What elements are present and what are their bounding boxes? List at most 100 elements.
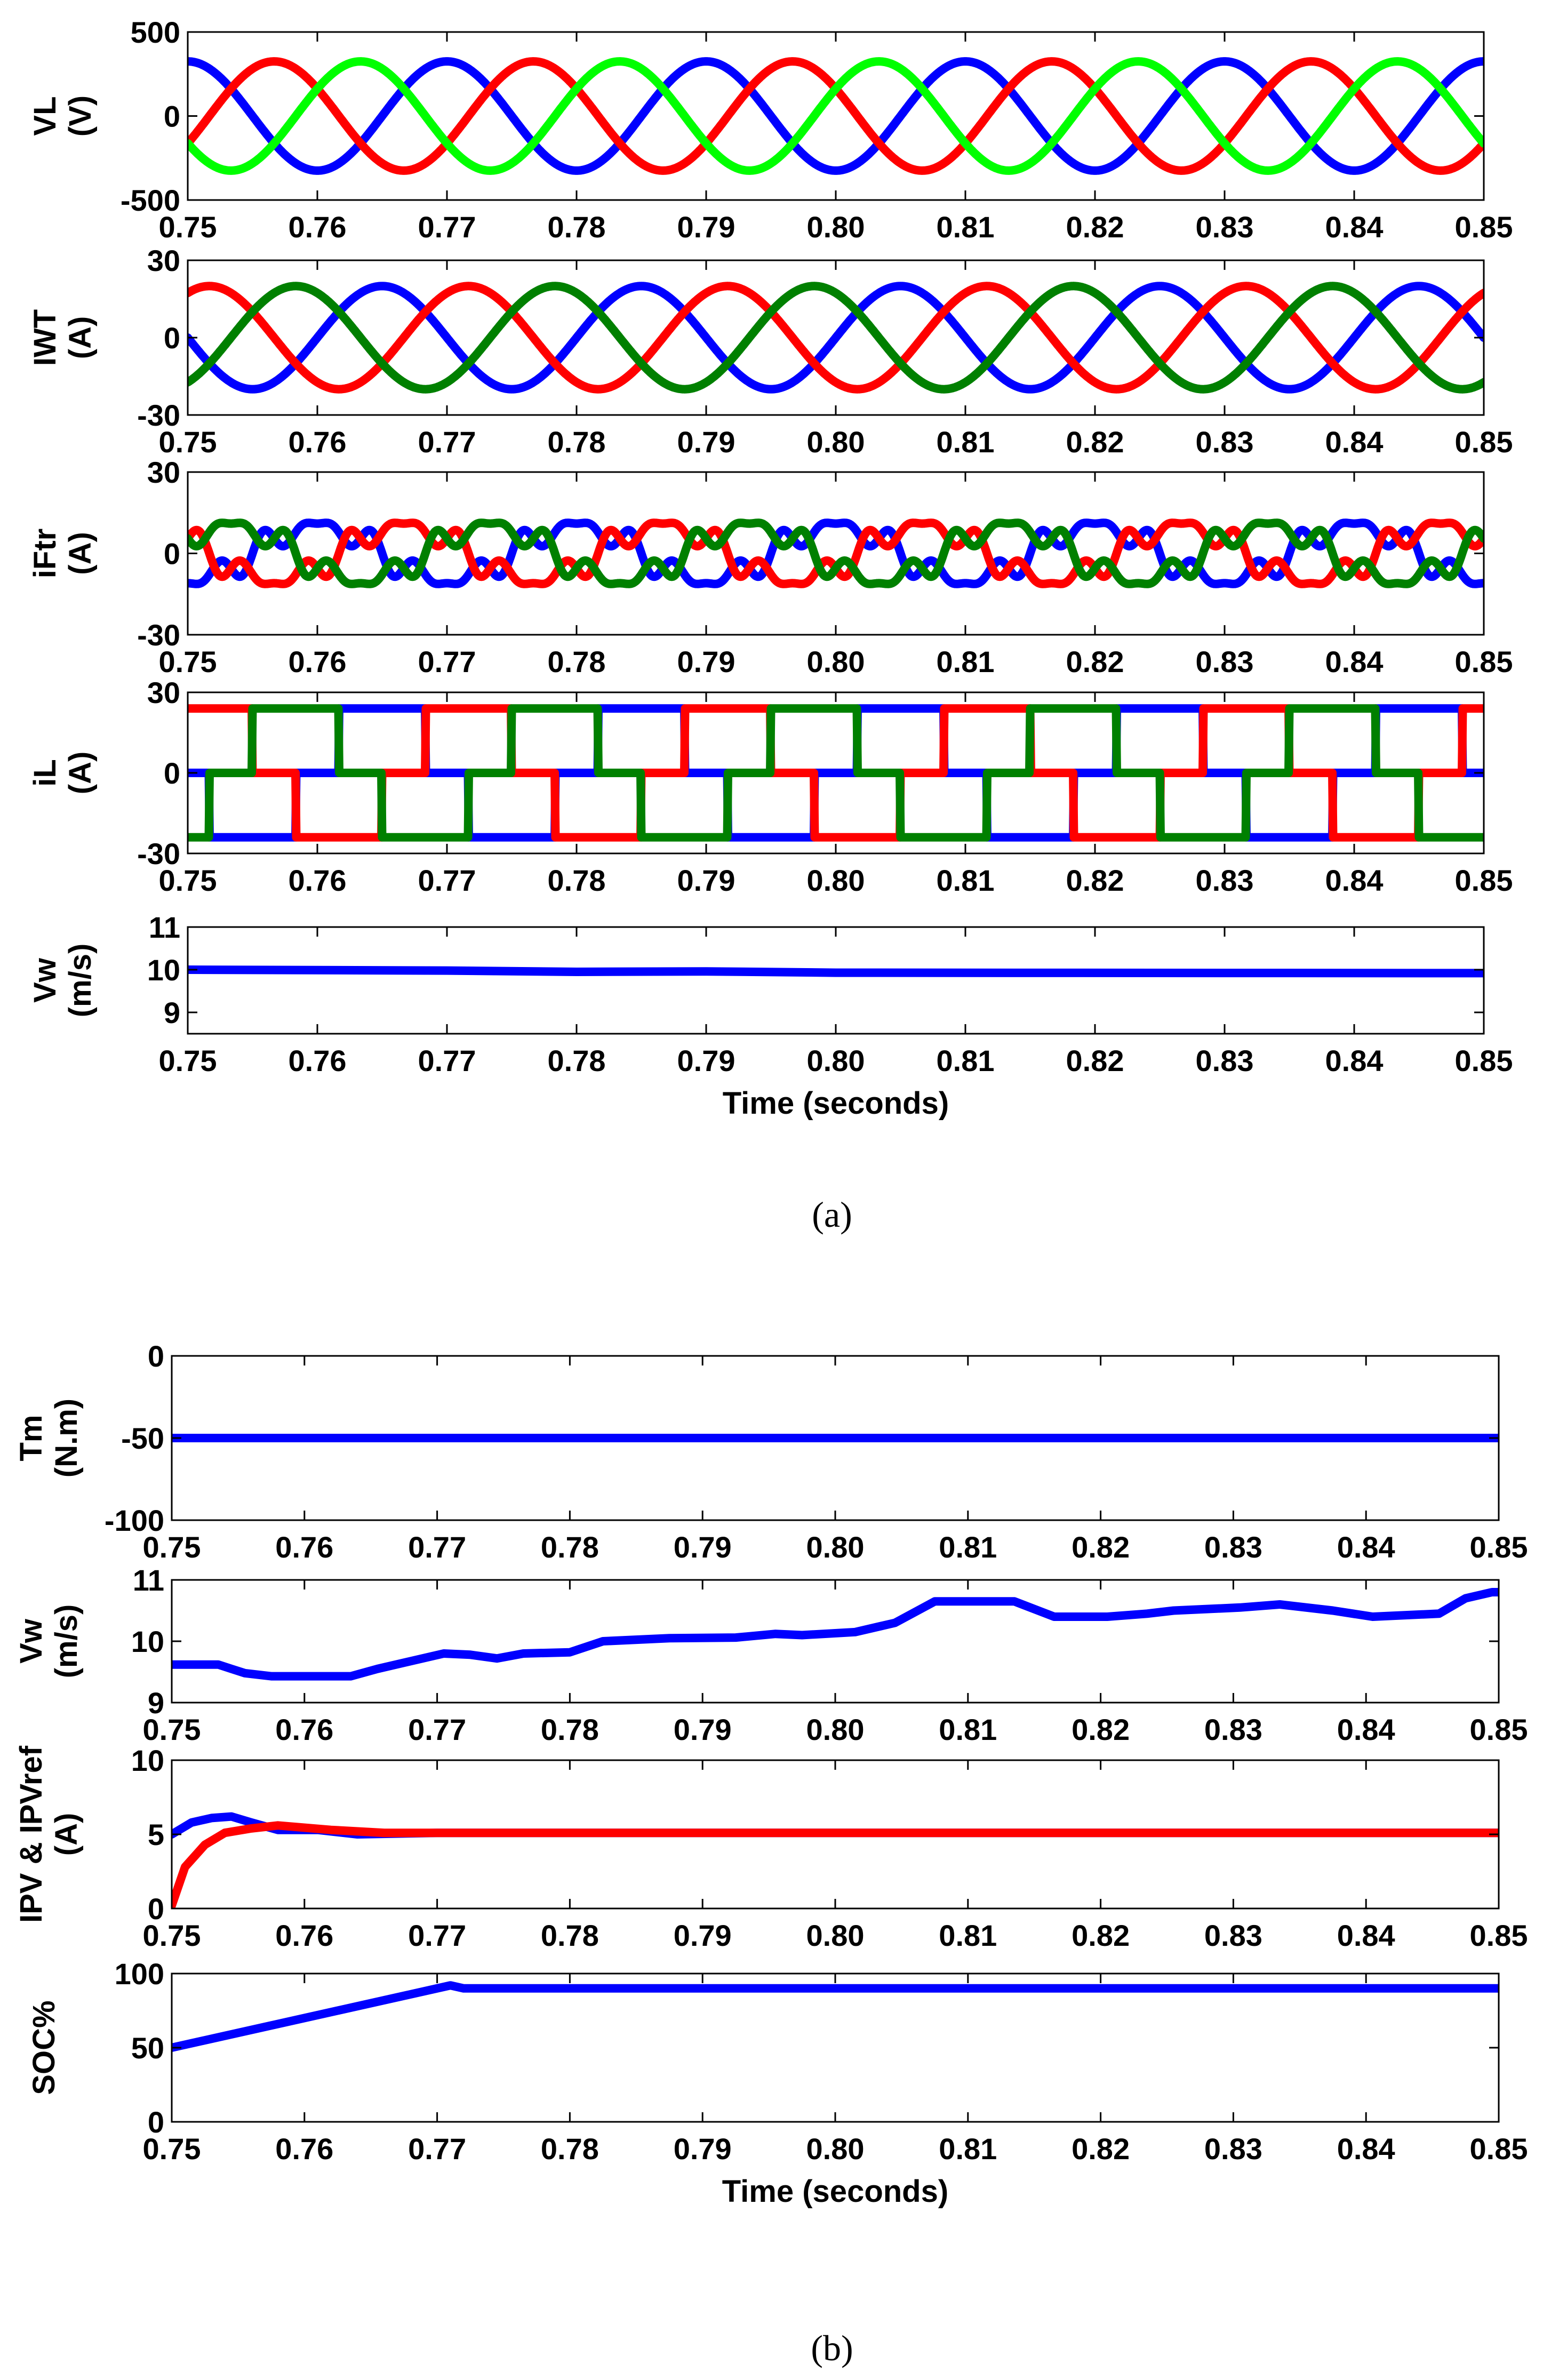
y-tick-label: 11 (133, 1563, 164, 1597)
y-tick-label: 10 (131, 1744, 164, 1777)
y-tick-label: -50 (121, 1421, 164, 1455)
y-tick-label: 100 (115, 1957, 164, 1991)
series-line-state-of-charge (172, 1981, 1499, 2052)
y-tick-label: 50 (131, 2031, 164, 2065)
x-tick-label: 0.85 (1455, 864, 1513, 897)
x-tick-label: 0.82 (1072, 1919, 1130, 1952)
y-tick-label: 10 (131, 1625, 164, 1658)
panel-b-soc: 100 50 00.75 0.76 0.77 0.78 0.79 0.80 0.81 0.82 0.… (27, 1957, 1528, 2209)
series-line-wind-speed (172, 1588, 1499, 1681)
x-tick-label: 0.79 (677, 425, 735, 459)
x-tick-label: 0.83 (1196, 645, 1254, 678)
y-tick-label: 0 (148, 2105, 164, 2139)
series-group (188, 282, 1484, 394)
x-tick-label: 0.75 (143, 1713, 201, 1746)
x-tick-label: 0.77 (418, 425, 476, 459)
x-tick-label: 0.78 (541, 1713, 599, 1746)
y-tick-label: 500 (131, 15, 180, 49)
y-axis-label-line: (N.m) (49, 1399, 84, 1477)
x-tick-label: 0.80 (806, 2132, 865, 2166)
x-tick-label: 0.76 (275, 1530, 333, 1564)
x-tick-label: 0.84 (1325, 1044, 1384, 1077)
x-tick-label: 0.85 (1470, 1530, 1528, 1564)
y-axis-label-line: (V) (63, 95, 98, 137)
panel-a-vw: 11 10 9 0.75 0.76 0.77 0.78 0.79 0.80 0.81 0.82 0.8… (28, 911, 1513, 1121)
y-tick-label: 30 (147, 676, 180, 709)
x-tick-label: 0.79 (677, 210, 735, 244)
x-tick-label: 0.77 (408, 1713, 466, 1746)
y-axis-label: iL(A) (28, 752, 98, 795)
y-tick-label: 0 (148, 1892, 164, 1926)
y-axis-label: Tm(N.m) (14, 1399, 84, 1477)
y-axis-label-line: (A) (63, 752, 98, 795)
y-axis-label: VL(V) (28, 95, 98, 137)
x-tick-label: 0.85 (1455, 1044, 1513, 1077)
x-tick-label: 0.84 (1337, 1713, 1395, 1746)
x-tick-label: 0.81 (939, 1530, 997, 1564)
x-tick-label: 0.80 (806, 1530, 865, 1564)
x-tick-label: 0.85 (1455, 645, 1513, 678)
x-tick-label: 0.84 (1325, 425, 1384, 459)
panel-b-vw: 11 10 90.75 0.76 0.77 0.78 0.79 0.80 0.81 0.82 0.8… (14, 1563, 1528, 1746)
x-tick-label: 0.80 (807, 645, 865, 678)
y-axis-label-line: (A) (63, 532, 98, 575)
x-tick-label: 0.80 (807, 1044, 865, 1077)
panel-a-iftr: 30 0 -300.75 0.76 0.77 0.78 0.79 0.80 0.81 0.82 0.… (28, 456, 1513, 678)
x-tick-label: 0.75 (159, 1044, 217, 1077)
x-tick-label: 0.75 (159, 864, 217, 897)
y-tick-label: 30 (147, 456, 180, 489)
y-tick-label: 9 (164, 996, 180, 1029)
series-line-phase-green (188, 704, 1484, 842)
panel-a-il: 30 0 -300.75 0.76 0.77 0.78 0.79 0.80 0.81 0.82 0.… (28, 676, 1513, 897)
y-tick-label: -30 (137, 618, 180, 652)
y-tick-label: 30 (147, 244, 180, 277)
x-tick-label: 0.76 (275, 1919, 333, 1952)
x-tick-label: 0.83 (1204, 2132, 1262, 2166)
x-tick-label: 0.81 (939, 1919, 997, 1952)
y-tick-label: 10 (147, 953, 180, 987)
x-tick-label: 0.82 (1066, 425, 1124, 459)
y-axis-label-line: Vw (14, 1618, 49, 1664)
x-tick-label: 0.82 (1072, 1530, 1130, 1564)
x-tick-label: 0.84 (1325, 864, 1384, 897)
x-tick-label: 0.79 (674, 2132, 732, 2166)
series-line-wind-speed (188, 965, 1484, 978)
x-tick-label: 0.81 (937, 645, 995, 678)
y-tick-label: 0 (148, 1339, 164, 1373)
x-tick-label: 0.75 (159, 425, 217, 459)
y-tick-label: 0 (164, 537, 180, 571)
x-tick-label: 0.76 (275, 2132, 333, 2166)
y-axis-label-line: iL (28, 759, 62, 787)
x-tick-label: 0.82 (1066, 864, 1124, 897)
x-tick-label: 0.77 (418, 210, 476, 244)
x-tick-label: 0.83 (1196, 425, 1254, 459)
caption-b: (b) (811, 2328, 853, 2368)
x-tick-label: 0.79 (674, 1530, 732, 1564)
x-tick-label: 0.75 (143, 1530, 201, 1564)
y-axis-label-line: VL (28, 96, 62, 135)
x-tick-label: 0.80 (806, 1919, 865, 1952)
y-axis-label-line: (m/s) (63, 944, 98, 1018)
x-tick-label: 0.76 (289, 425, 347, 459)
x-tick-label: 0.83 (1204, 1530, 1262, 1564)
x-tick-label: 0.84 (1337, 1530, 1395, 1564)
y-axis-label: IPV & IPVref(A) (14, 1745, 84, 1923)
x-tick-label: 0.77 (418, 645, 476, 678)
y-axis-label: SOC% (27, 2000, 61, 2095)
y-axis-label: iFtr(A) (28, 529, 98, 578)
y-tick-label: -30 (137, 837, 180, 870)
y-axis-label-line: (A) (63, 316, 98, 360)
x-tick-label: 0.82 (1072, 1713, 1130, 1746)
series-line-phase-red (188, 282, 1484, 394)
y-tick-label: 9 (148, 1686, 164, 1720)
x-tick-label: 0.78 (548, 645, 606, 678)
x-tick-label: 0.80 (807, 864, 865, 897)
y-axis-label-line: IWT (28, 309, 62, 366)
x-tick-label: 0.79 (677, 864, 735, 897)
series-line-IPVref (172, 1821, 1499, 1908)
x-tick-label: 0.78 (548, 864, 606, 897)
x-tick-label: 0.76 (275, 1713, 333, 1746)
x-tick-label: 0.77 (408, 1919, 466, 1952)
y-tick-label: 5 (148, 1818, 164, 1851)
